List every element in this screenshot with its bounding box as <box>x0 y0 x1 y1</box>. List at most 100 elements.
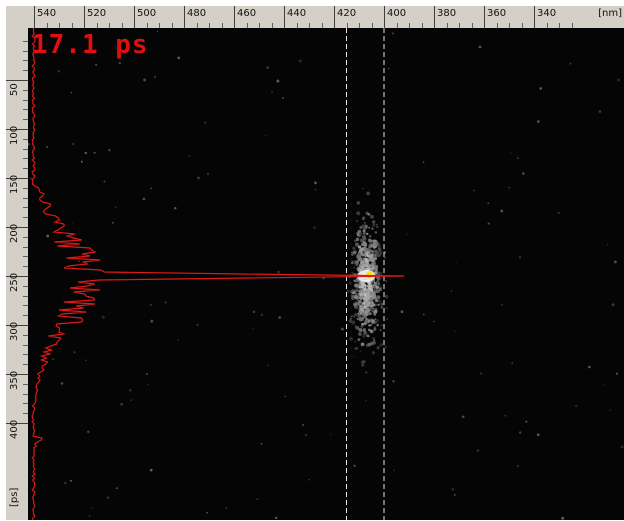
time-major-tick <box>6 227 28 228</box>
emission-dot <box>369 235 372 238</box>
emission-dot <box>367 252 371 256</box>
wavelength-tick-label: 420 <box>337 8 357 19</box>
time-minor-tick <box>23 295 28 297</box>
wavelength-minor-tick <box>46 23 48 28</box>
emission-dot <box>361 217 365 221</box>
emission-dot <box>359 255 362 258</box>
noise-dot <box>504 414 507 417</box>
emission-dot <box>357 256 360 259</box>
noise-dot <box>142 197 146 201</box>
noise-dot <box>266 66 270 69</box>
emission-dot <box>357 229 362 234</box>
emission-dot <box>378 287 382 292</box>
emission-dot <box>370 268 373 270</box>
emission-dot <box>373 288 378 292</box>
streak-plot <box>28 28 624 520</box>
noise-dot <box>509 152 512 154</box>
emission-dot <box>370 249 374 253</box>
noise-dot <box>71 142 75 146</box>
wavelength-minor-tick <box>246 23 248 28</box>
time-minor-tick <box>23 285 28 287</box>
emission-dot <box>365 343 370 348</box>
emission-dot <box>356 267 361 271</box>
noise-dot <box>461 415 465 419</box>
emission-dot <box>373 327 377 331</box>
wavelength-minor-tick <box>109 23 110 28</box>
emission-dot <box>363 248 367 252</box>
noise-dot <box>284 395 287 398</box>
emission-dot <box>361 187 364 190</box>
time-tick-label: 350 <box>9 370 20 390</box>
emission-dot <box>365 306 370 311</box>
noise-dot <box>93 151 96 154</box>
wavelength-minor-tick <box>396 23 398 28</box>
noise-dot <box>174 207 177 210</box>
noise-dot <box>118 61 121 65</box>
time-major-tick <box>6 276 28 277</box>
time-minor-tick <box>23 256 28 258</box>
emission-dot <box>380 324 384 327</box>
wavelength-tick-label: 440 <box>287 8 307 19</box>
emission-dot <box>372 337 375 340</box>
emission-dot <box>364 319 369 324</box>
emission-dot <box>357 283 362 287</box>
noise-dot <box>57 70 60 73</box>
noise-dot <box>508 186 511 189</box>
noise-dot <box>73 351 76 354</box>
noise-dot <box>150 319 154 323</box>
emission-dot <box>373 303 376 307</box>
wavelength-major-tick <box>334 6 335 28</box>
noise-dot <box>455 262 457 264</box>
noise-dot <box>313 226 316 229</box>
wavelength-minor-tick <box>546 23 548 28</box>
emission-dot <box>371 291 375 294</box>
emission-dot <box>351 296 355 301</box>
noise-dot <box>278 316 282 319</box>
time-minor-tick <box>23 236 28 238</box>
noise-dot <box>275 516 278 520</box>
time-ruler: [ps] 50 100 150 200 250 300 350 400 <box>6 28 29 520</box>
noise-dot <box>340 327 344 331</box>
noise-dot <box>206 511 209 514</box>
emission-dot <box>374 231 378 234</box>
time-minor-tick <box>23 207 28 209</box>
time-minor-tick <box>23 70 28 72</box>
noise-dot <box>387 67 390 70</box>
emission-dot <box>364 250 368 254</box>
emission-dot <box>376 225 379 229</box>
time-minor-tick <box>23 187 28 189</box>
emission-dot <box>374 242 379 246</box>
emission-dot <box>377 244 381 248</box>
emission-dot <box>360 342 365 347</box>
wavelength-minor-tick <box>496 23 498 28</box>
noise-dot <box>114 206 117 209</box>
emission-dot <box>366 232 369 236</box>
noise-dot <box>433 320 435 323</box>
noise-dot <box>611 303 615 307</box>
noise-dot <box>308 479 310 481</box>
noise-dot <box>561 516 565 520</box>
emission-dot <box>376 346 380 350</box>
emission-dot <box>349 337 353 341</box>
wavelength-minor-tick <box>371 23 373 28</box>
noise-dot <box>472 189 475 192</box>
streak-image[interactable]: 17.1 ps <box>28 28 624 520</box>
noise-dot <box>52 358 54 360</box>
noise-dot <box>476 449 480 452</box>
time-tick-label: 150 <box>9 174 20 194</box>
noise-dot <box>30 177 33 180</box>
wavelength-minor-tick <box>159 23 160 28</box>
emission-dot <box>363 222 366 224</box>
emission-dot <box>363 254 366 257</box>
noise-dot <box>400 310 404 313</box>
wavelength-major-tick <box>134 6 135 28</box>
noise-dot <box>88 515 91 517</box>
noise-dot <box>72 223 74 225</box>
emission-dot <box>376 264 379 267</box>
emission-dot <box>373 282 377 286</box>
time-minor-tick <box>23 148 28 150</box>
emission-dot <box>366 334 370 338</box>
emission-dot <box>386 318 389 321</box>
emission-dot <box>348 319 353 323</box>
